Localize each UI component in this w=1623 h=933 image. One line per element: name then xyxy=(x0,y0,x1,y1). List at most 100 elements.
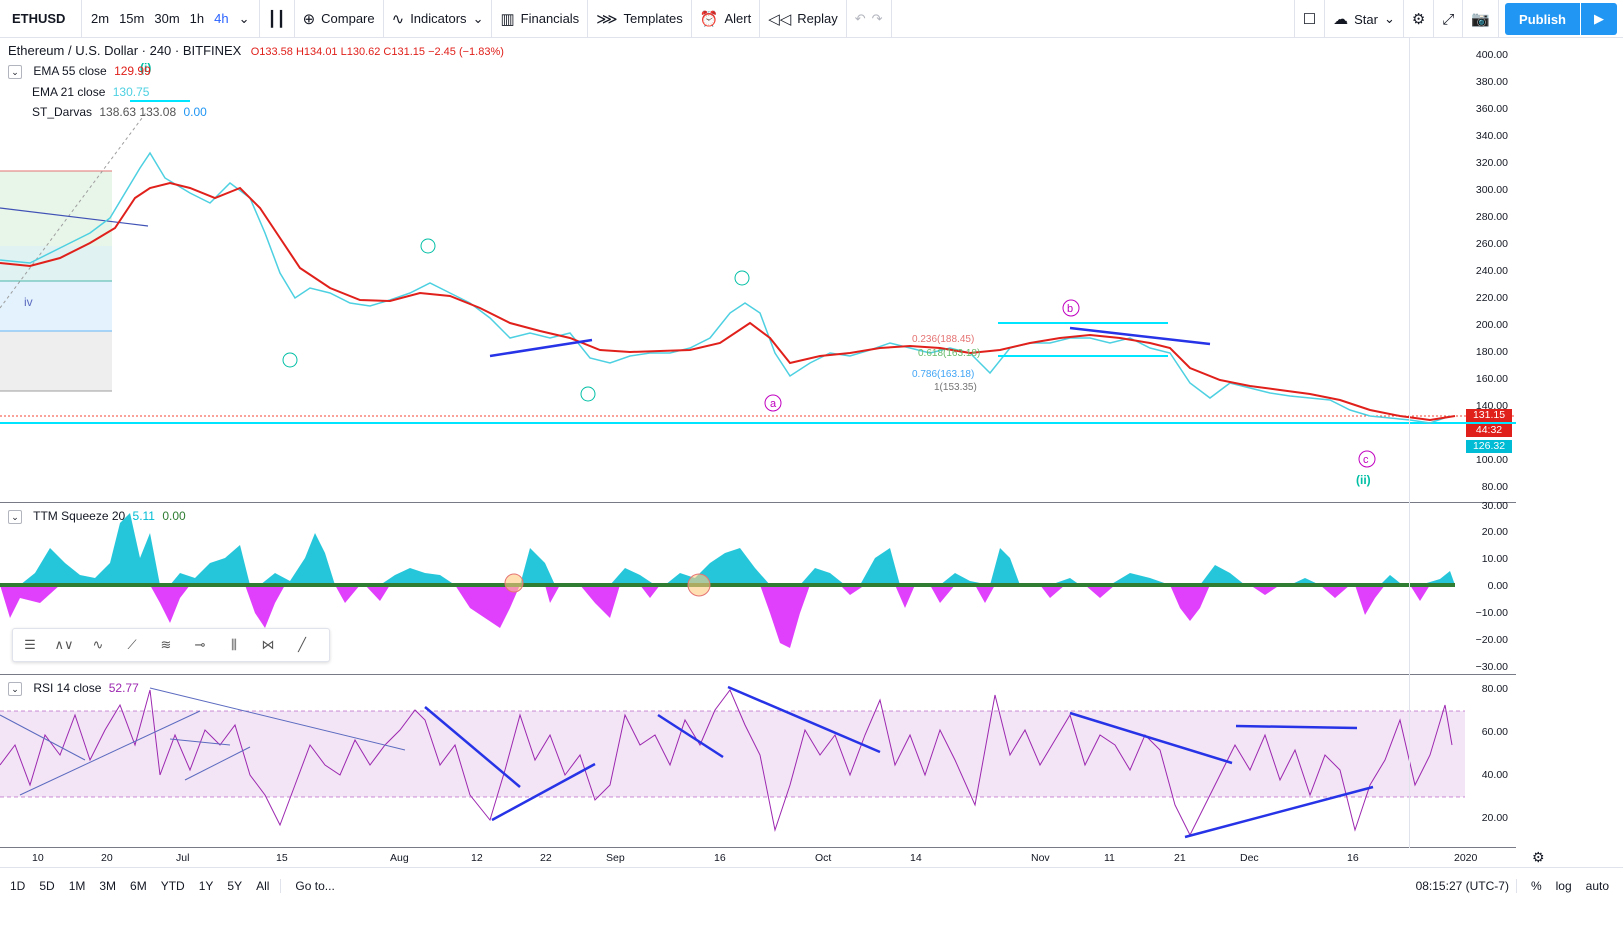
price-tick: 80.00 xyxy=(1481,481,1508,493)
time-axis[interactable]: 10 20 Jul 15 Aug 12 22 Sep 16 Oct 14 Nov… xyxy=(0,848,1516,867)
rsi-tick: 80.00 xyxy=(1481,683,1508,695)
squeeze-tick: 0.00 xyxy=(1487,580,1508,592)
line-price-tag: 126.32 xyxy=(1466,440,1512,453)
svg-text:iv: iv xyxy=(24,295,33,309)
interval-group: 2m 15m 30m 1h 4h ⌄ xyxy=(82,0,260,38)
templates-button[interactable]: ⋙ Templates xyxy=(588,0,692,38)
redo-icon[interactable]: ↷ xyxy=(871,10,883,26)
price-tick: 280.00 xyxy=(1475,211,1508,223)
price-tick: 300.00 xyxy=(1475,184,1508,196)
compare-button[interactable]: ⊕ Compare xyxy=(295,0,384,38)
range-ytd[interactable]: YTD xyxy=(160,878,185,893)
rsi-axis[interactable]: 80.00 60.00 40.00 20.00 xyxy=(1409,675,1516,848)
settings-button[interactable]: ⚙ xyxy=(1404,0,1435,38)
square-icon: ☐ xyxy=(1302,11,1317,28)
log-toggle[interactable]: log xyxy=(1555,878,1572,893)
alert-button[interactable]: ⏰ Alert xyxy=(692,0,761,38)
clock[interactable]: 08:15:27 (UTC-7) xyxy=(1415,878,1509,893)
squeeze-axis[interactable]: 30.00 20.00 10.00 0.00 −10.00 −20.00 −30… xyxy=(1409,500,1516,675)
interval-30m[interactable]: 30m xyxy=(154,11,180,26)
chevron-down-icon[interactable]: ⌄ xyxy=(8,682,22,696)
financials-button[interactable]: ▥ Financials xyxy=(492,0,589,38)
plus-circle-icon: ⊕ xyxy=(302,10,316,28)
symbol-search[interactable]: ETHUSD xyxy=(0,0,82,38)
squeeze-legend[interactable]: ⌄ TTM Squeeze 20 5.11 0.00 xyxy=(8,509,186,524)
pitchfork-icon[interactable]: ⫼ xyxy=(231,637,237,652)
price-axis[interactable]: 400.00 380.00 360.00 340.00 320.00 300.0… xyxy=(1409,38,1516,503)
rsi-legend[interactable]: ⌄ RSI 14 close 52.77 xyxy=(8,681,139,696)
price-chart-svg: a b c (ii) (i) iv 0.236(188.45) 0.618(16… xyxy=(0,61,1516,487)
goto-button[interactable]: Go to... xyxy=(280,878,341,893)
range-1d[interactable]: 1D xyxy=(10,878,26,893)
interval-2m[interactable]: 2m xyxy=(91,11,110,26)
layout-button[interactable]: ☐ xyxy=(1293,0,1326,38)
range-all[interactable]: All xyxy=(256,878,270,893)
countdown-tag: 44:32 xyxy=(1466,424,1512,437)
svg-text:0.618(163.18): 0.618(163.18) xyxy=(918,348,980,359)
interval-dropdown-icon[interactable]: ⌄ xyxy=(238,10,250,26)
range-6m[interactable]: 6M xyxy=(130,878,147,893)
publish-play-icon[interactable]: ▶ xyxy=(1581,3,1617,35)
squeeze-tick: −10.00 xyxy=(1475,607,1508,619)
bottom-bar: 1D 5D 1M 3M 6M YTD 1Y 5Y All Go to... 08… xyxy=(0,867,1623,903)
range-3m[interactable]: 3M xyxy=(99,878,117,893)
price-tick: 380.00 xyxy=(1475,76,1508,88)
undo-icon[interactable]: ↶ xyxy=(854,10,866,26)
elliott-wave-icon[interactable]: ∿ xyxy=(92,637,104,652)
darvas-legend[interactable]: ST_Darvas 138.63 133.08 0.00 xyxy=(32,105,207,119)
chevron-down-icon[interactable]: ⌄ xyxy=(1383,11,1395,26)
candles-icon: ┃┃ xyxy=(267,10,286,28)
replay-button[interactable]: ◁◁ Replay xyxy=(760,0,847,38)
ema55-value: 129.99 xyxy=(114,64,151,78)
star-button[interactable]: ☁ Star ⌄ xyxy=(1325,0,1404,38)
fullscreen-icon: ⤢ xyxy=(1442,10,1455,28)
chevron-down-icon[interactable]: ⌄ xyxy=(8,65,22,79)
time-tick: 10 xyxy=(32,852,44,864)
gear-icon: ⚙ xyxy=(1411,11,1426,28)
axis-settings-button[interactable]: ⚙ xyxy=(1532,849,1545,866)
publish-button[interactable]: Publish xyxy=(1505,3,1580,35)
percent-toggle[interactable]: % xyxy=(1515,878,1549,893)
main-chart-pane[interactable]: a b c (ii) (i) iv 0.236(188.45) 0.618(16… xyxy=(0,38,1516,503)
trendline-icon[interactable]: ⟋ xyxy=(127,637,137,652)
auto-toggle[interactable]: auto xyxy=(1585,878,1609,893)
price-tick: 180.00 xyxy=(1475,346,1508,358)
range-5d[interactable]: 5D xyxy=(39,878,55,893)
line-tool-icon[interactable]: ╱ xyxy=(298,637,306,652)
range-5y[interactable]: 5Y xyxy=(227,878,243,893)
squeeze-tick: −20.00 xyxy=(1475,634,1508,646)
chart-type-button[interactable]: ┃┃ xyxy=(260,0,295,38)
range-1m[interactable]: 1M xyxy=(68,878,86,893)
interval-15m[interactable]: 15m xyxy=(119,11,145,26)
abc-pattern-icon[interactable]: ∧∨ xyxy=(54,637,74,652)
interval-4h[interactable]: 4h xyxy=(214,11,229,26)
ema21-legend[interactable]: EMA 21 close 130.75 xyxy=(32,85,149,99)
svg-text:(i): (i) xyxy=(140,61,151,75)
gear-icon: ⚙ xyxy=(1532,849,1545,865)
fib-channel-icon[interactable]: ≋ xyxy=(160,637,172,652)
squeeze-tick: 30.00 xyxy=(1481,500,1508,512)
horizontal-ray-icon[interactable]: ⊸ xyxy=(194,637,206,652)
chevron-down-icon[interactable]: ⌄ xyxy=(472,10,484,26)
ema55-legend[interactable]: ⌄ EMA 55 close 129.99 xyxy=(8,64,151,79)
squeeze-pane[interactable]: ⌄ TTM Squeeze 20 5.11 0.00 30.00 20.00 1… xyxy=(0,500,1516,675)
rsi-value: 52.77 xyxy=(108,681,139,695)
alert-label: Alert xyxy=(724,11,752,26)
indicators-button[interactable]: ∿ Indicators ⌄ xyxy=(384,0,493,38)
range-1y[interactable]: 1Y xyxy=(198,878,214,893)
rsi-pane[interactable]: ⌄ RSI 14 close 52.77 80.00 60.00 40.00 2… xyxy=(0,675,1516,848)
svg-text:0.236(188.45): 0.236(188.45) xyxy=(912,334,974,345)
snapshot-button[interactable]: 📷 xyxy=(1463,0,1500,38)
rsi-tick: 40.00 xyxy=(1481,769,1508,781)
lines-tool-icon[interactable]: ☰ xyxy=(24,637,36,652)
compare-label: Compare xyxy=(321,11,375,26)
price-tick: 260.00 xyxy=(1475,238,1508,250)
time-tick: 2020 xyxy=(1454,852,1478,864)
interval-1h[interactable]: 1h xyxy=(189,11,205,26)
chevron-down-icon[interactable]: ⌄ xyxy=(8,510,22,524)
time-tick: Oct xyxy=(815,852,832,864)
svg-text:1(153.35): 1(153.35) xyxy=(934,382,977,393)
xabcd-pattern-icon[interactable]: ⋈ xyxy=(261,637,275,652)
fullscreen-button[interactable]: ⤢ xyxy=(1434,0,1464,38)
drawing-toolbar: ☰ ∧∨ ∿ ⟋ ≋ ⊸ ⫼ ⋈ ╱ xyxy=(12,628,330,662)
